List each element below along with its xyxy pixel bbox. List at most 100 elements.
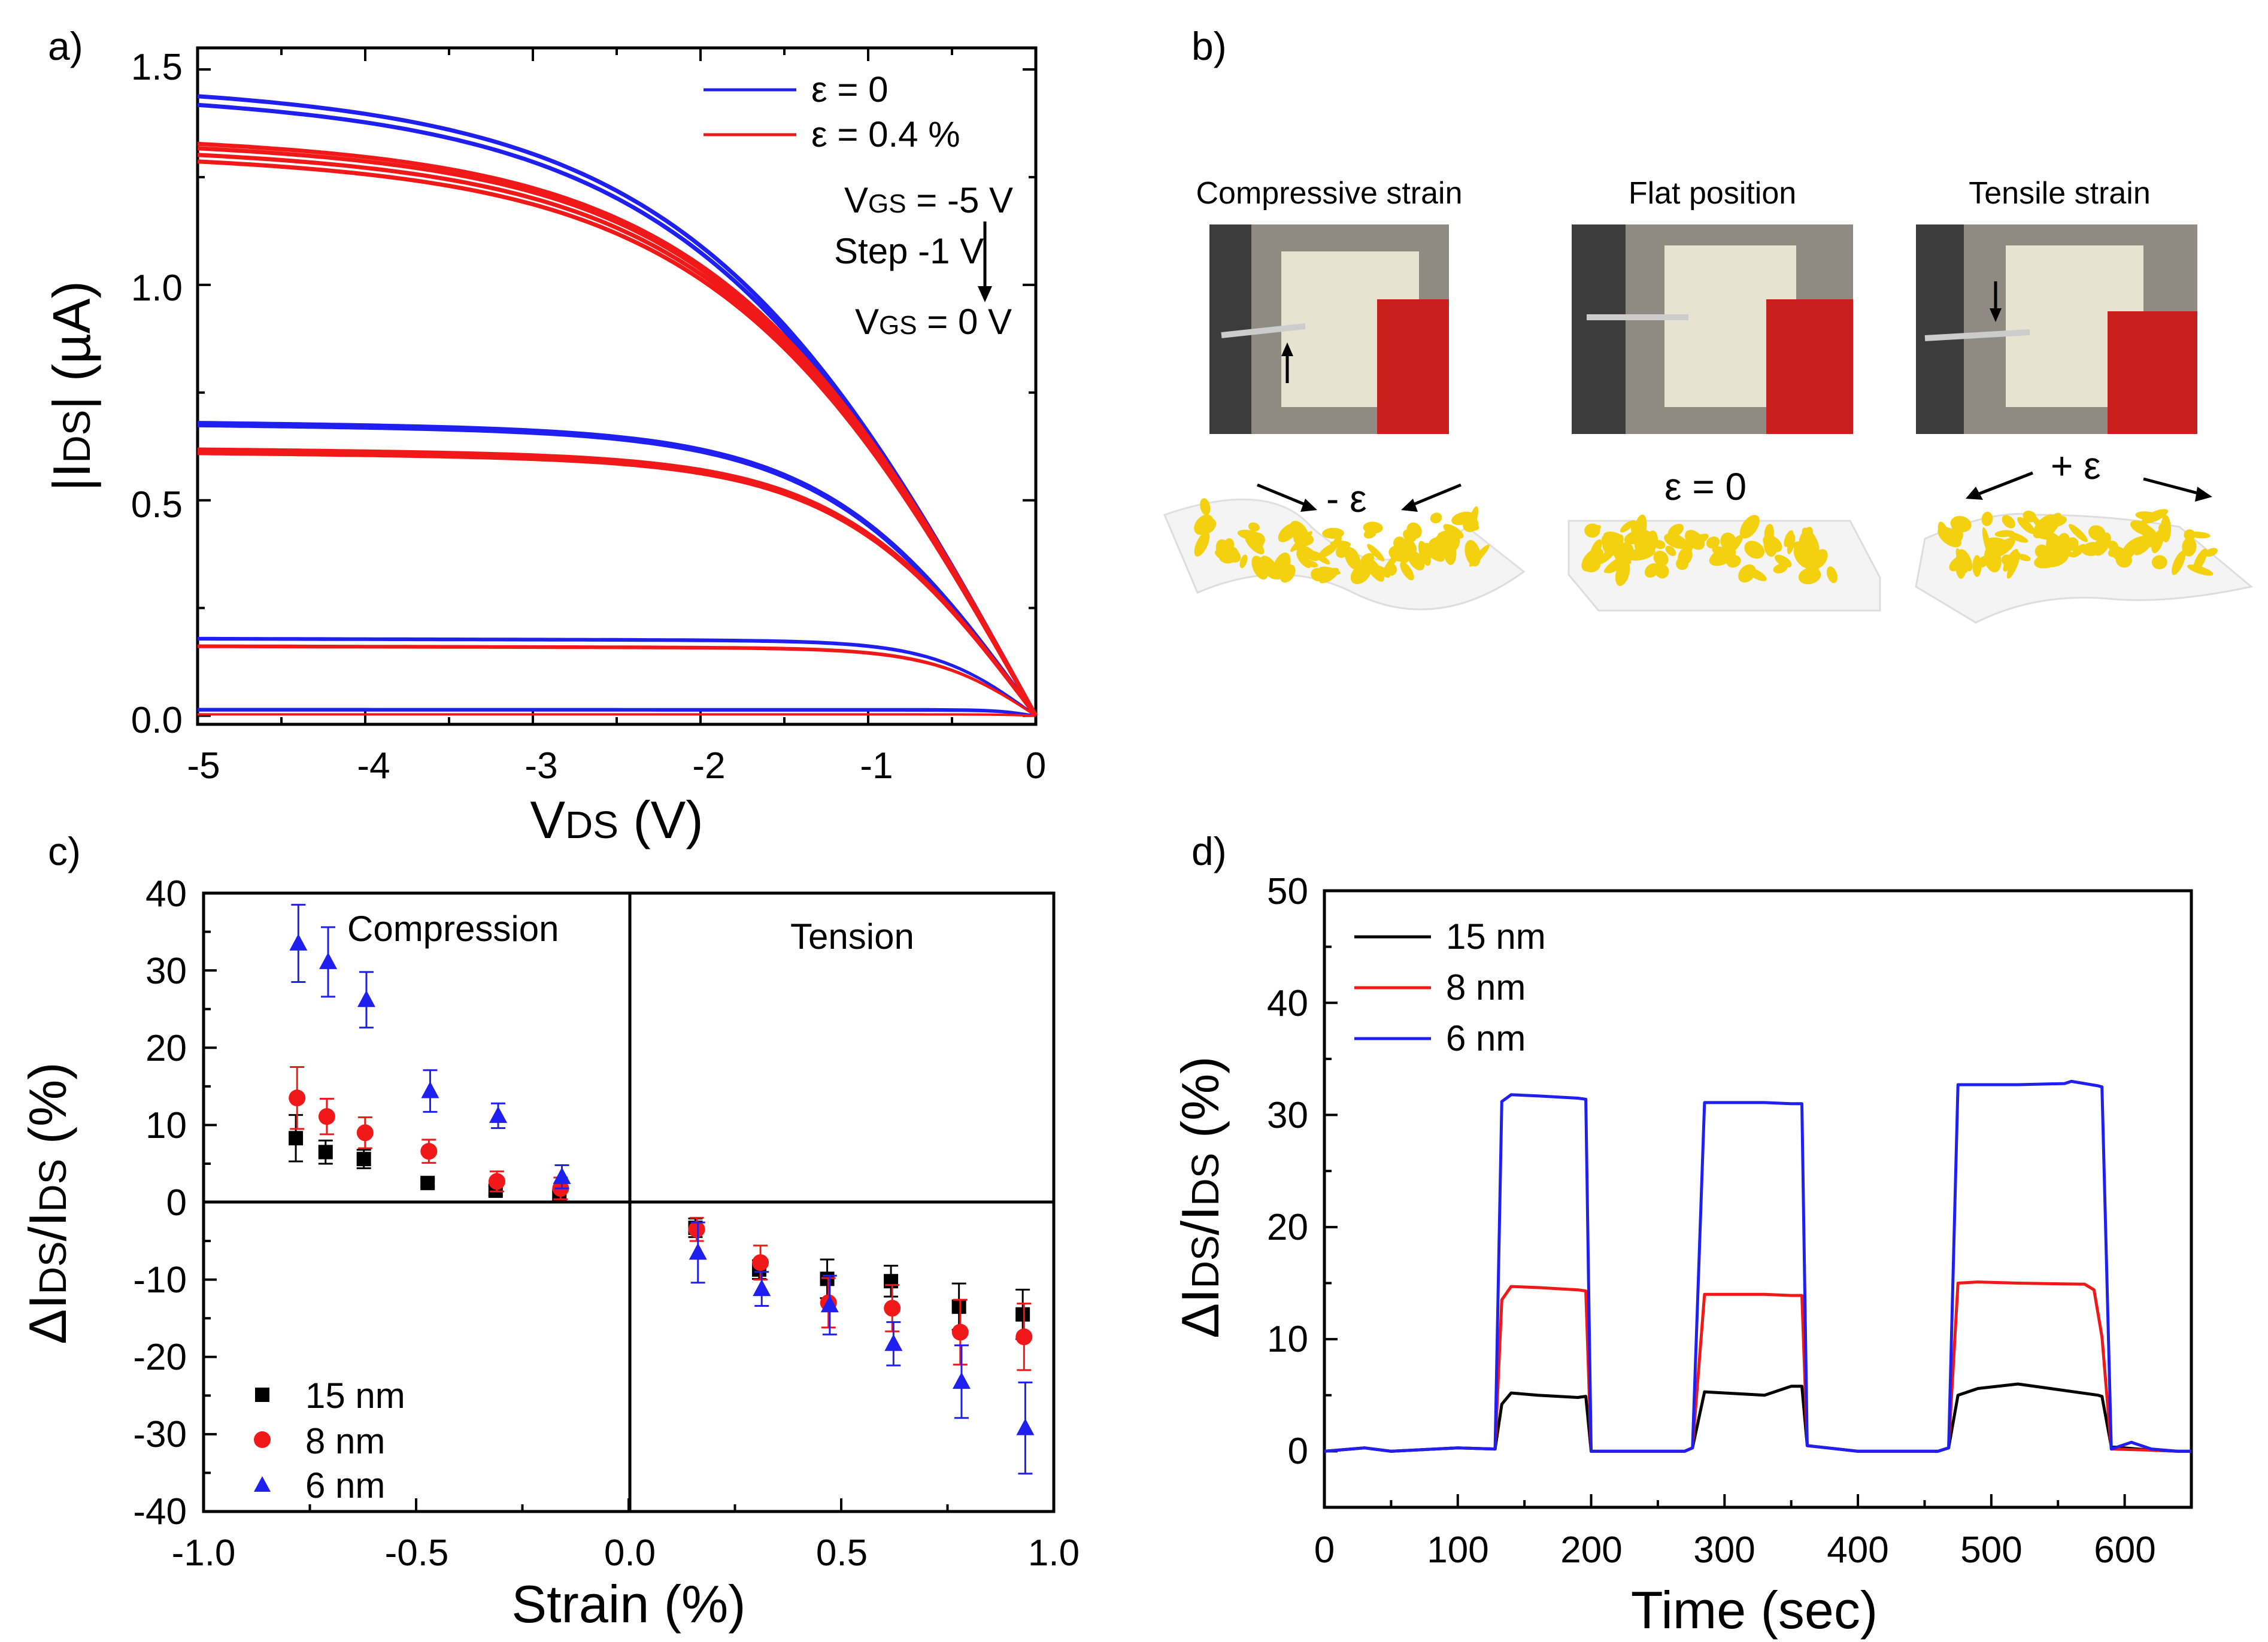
tensile-arrow-left-head xyxy=(1966,487,1983,500)
panel-a-ytick-label: 1.5 xyxy=(131,47,183,88)
iv-curve xyxy=(197,159,1038,717)
gold-flake xyxy=(1739,515,1760,539)
panel-c-label: c) xyxy=(48,829,81,873)
gold-flake xyxy=(1981,511,1993,526)
gold-flake xyxy=(2134,540,2152,556)
panel-d-ytick-label: 40 xyxy=(1267,983,1308,1024)
data-point-6nm xyxy=(357,990,375,1007)
legend-label-eps0: ε = 0 xyxy=(811,69,889,110)
data-point-15nm xyxy=(420,1176,435,1191)
iv-curve xyxy=(198,645,1037,717)
panel-d-xtick-label: 400 xyxy=(1827,1529,1888,1571)
panel-a-xtick-label: -5 xyxy=(187,745,220,787)
strain-label-tensile: + ε xyxy=(2051,444,2101,487)
compress-arrow-left-head xyxy=(1300,499,1317,512)
gold-flake xyxy=(1294,544,1319,562)
gold-flake xyxy=(1744,541,1765,559)
data-point-8nm xyxy=(289,1089,306,1107)
panel-c-ticks xyxy=(202,892,1055,1513)
data-point-15nm xyxy=(356,1152,371,1167)
panel-d-ytick-label: 50 xyxy=(1267,871,1308,912)
panel-c-ytick-label: 10 xyxy=(145,1105,187,1146)
data-point-6nm xyxy=(553,1167,571,1184)
iv-curve xyxy=(198,644,1037,717)
data-point-6nm xyxy=(1016,1418,1035,1435)
iv-curve xyxy=(197,451,1038,717)
gold-flake xyxy=(1430,512,1442,524)
gold-flake xyxy=(2003,549,2019,572)
gold-flake xyxy=(1423,542,1445,562)
photo-caption-compressive: Compressive strain xyxy=(1196,176,1462,211)
gold-flake xyxy=(1293,533,1314,547)
gold-flake xyxy=(1200,498,1211,515)
gold-flake xyxy=(1330,540,1351,548)
data-point-15nm xyxy=(318,1145,333,1160)
legend-label-15nm: 15 nm xyxy=(1446,916,1546,957)
panel-a-xtick-label: -2 xyxy=(692,745,725,787)
panel-c-y-axis-label: ΔIDS/IDS (%) xyxy=(18,1062,77,1344)
gold-flake xyxy=(2115,552,2132,568)
gold-flake xyxy=(2151,555,2167,570)
panel-c-points xyxy=(289,903,1035,1475)
gold-flake xyxy=(1798,567,1821,585)
photo-tensile: Tensile strain xyxy=(1916,176,2197,434)
gold-flakes-compressed xyxy=(1194,498,1490,584)
gold-flake xyxy=(1360,553,1375,566)
gold-flake xyxy=(1787,533,1796,554)
panel-d-label: d) xyxy=(1191,829,1227,873)
gold-flake xyxy=(2002,515,2015,529)
photo-flat: Flat position xyxy=(1572,176,1853,434)
gold-flake xyxy=(1709,547,1736,566)
panel-d-x-axis-label: Time (sec) xyxy=(1631,1580,1878,1640)
gold-flake xyxy=(1994,530,2015,538)
data-point-6nm xyxy=(884,1334,903,1351)
photo-substrate xyxy=(1221,323,1306,338)
panel-a-xtick-label: -4 xyxy=(357,745,390,787)
panel-d-xtick-label: 600 xyxy=(2094,1529,2155,1571)
photo-caption-tensile: Tensile strain xyxy=(1969,176,2150,211)
gold-flake xyxy=(1437,530,1454,540)
series-line-6-nm xyxy=(1324,1079,2191,1453)
gold-flake xyxy=(2042,512,2062,538)
panel-d-ytick-label: 20 xyxy=(1267,1207,1308,1248)
gold-flake xyxy=(1239,554,1248,568)
gold-flake xyxy=(1937,526,1962,548)
gold-flake xyxy=(2017,554,2031,562)
iv-curve xyxy=(198,708,1036,717)
gold-flake xyxy=(1972,555,1982,577)
panel-c-ytick-label: 40 xyxy=(145,873,187,915)
photo-red-part xyxy=(1377,299,1449,434)
tensile-arrow-left xyxy=(1978,471,2033,496)
data-point-6nm xyxy=(820,1295,839,1313)
panel-b: b) Compressive strain Flat position Tens… xyxy=(1163,24,2254,624)
data-point-6nm xyxy=(319,952,338,969)
data-point-15nm xyxy=(884,1274,899,1289)
panel-a-ytick-label: 0.5 xyxy=(131,484,183,526)
data-point-8nm xyxy=(488,1173,505,1190)
data-point-8nm xyxy=(688,1221,705,1238)
vgs-end-annotation: VGS = 0 V xyxy=(855,302,1012,342)
data-point-8nm xyxy=(752,1254,769,1271)
gold-flake xyxy=(2017,517,2035,534)
legend-marker-15nm xyxy=(255,1388,269,1402)
compress-arrow-right xyxy=(1409,483,1462,508)
panel-c: c) -1.0 -0.5 0.0 0.5 1.0 40 30 20 10 0 -… xyxy=(18,829,1080,1634)
gold-flake xyxy=(1653,550,1669,566)
gold-flake xyxy=(1685,530,1705,550)
legend-label-15nm: 15 nm xyxy=(305,1376,405,1416)
panel-a-curves xyxy=(197,94,1038,717)
compress-arrow-left xyxy=(1257,483,1309,508)
gold-flake xyxy=(1311,567,1326,582)
gold-flake xyxy=(1644,563,1660,578)
iv-curve xyxy=(197,447,1038,717)
gold-flake xyxy=(1706,536,1720,549)
photo-caption-flat: Flat position xyxy=(1629,176,1796,211)
data-point-8nm xyxy=(951,1324,969,1341)
gold-flake xyxy=(1400,562,1414,581)
legend-label-eps04: ε = 0.4 % xyxy=(811,114,960,154)
panel-c-ytick-label: -20 xyxy=(133,1337,187,1378)
gold-flake xyxy=(1194,532,1210,557)
data-point-15nm xyxy=(951,1299,966,1314)
panel-c-xtick-label: 1.0 xyxy=(1028,1532,1080,1574)
